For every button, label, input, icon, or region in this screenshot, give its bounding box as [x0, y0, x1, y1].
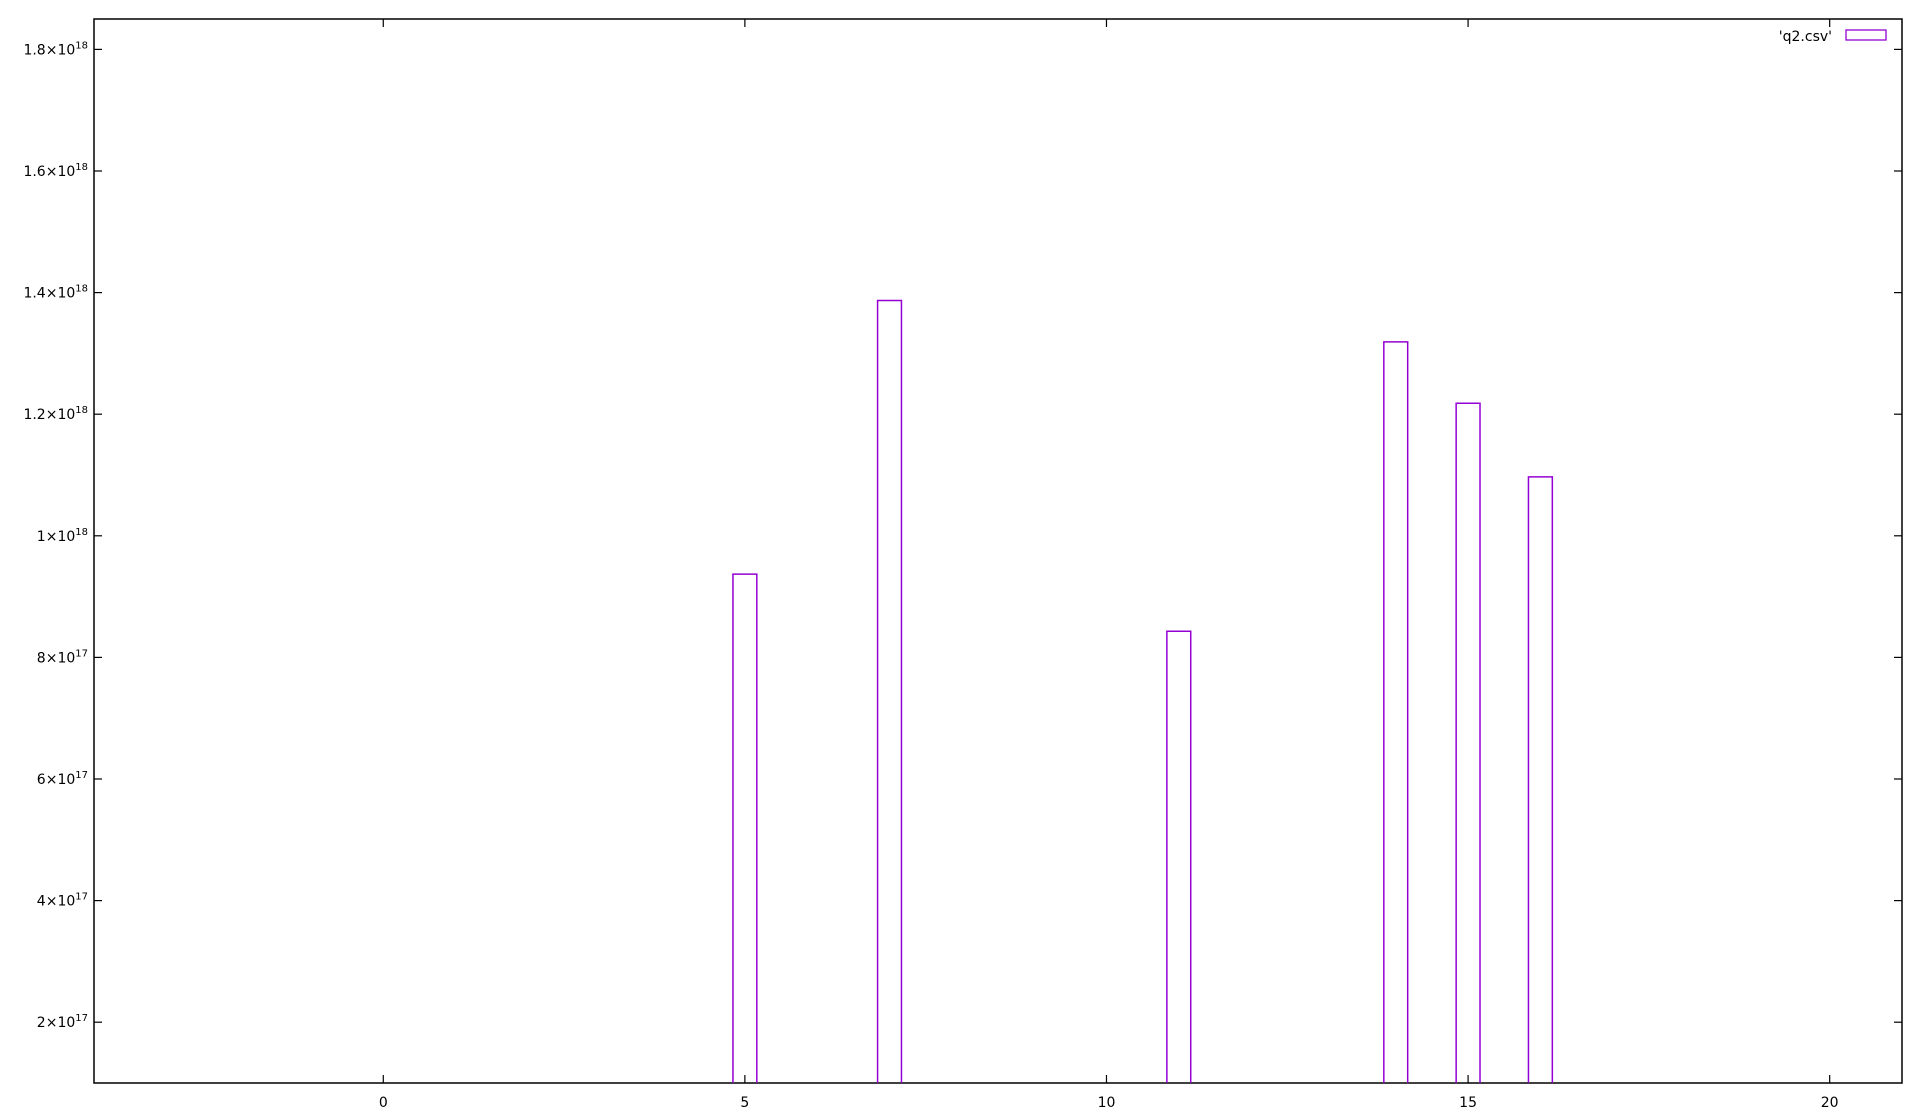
y-tick-label-6e17: 6×1017 — [37, 770, 88, 788]
y-tick-mantissa: 2 — [37, 1015, 46, 1031]
y-tick-label-1.6e18: 1.6×1018 — [23, 162, 88, 180]
y-tick-mantissa: 1.8 — [23, 42, 45, 58]
bar-x-11 — [1166, 630, 1192, 1083]
y-tick-mantissa: 1.4 — [23, 286, 45, 302]
y-tick-mantissa: 8 — [37, 650, 46, 666]
y-tick-exponent: 18 — [75, 527, 88, 538]
y-tick-exponent: 17 — [75, 770, 88, 781]
x-tick-label-15: 15 — [1459, 1095, 1477, 1111]
y-tick-label-4e17: 4×1017 — [37, 892, 88, 910]
legend: 'q2.csv' — [1779, 29, 1887, 45]
y-tick-times-ten: ×10 — [46, 42, 76, 58]
y-tick-times-ten: ×10 — [46, 286, 76, 302]
y-tick-mantissa: 1.2 — [23, 407, 45, 423]
bar-x-7 — [876, 299, 903, 1083]
y-tick-exponent: 17 — [75, 1013, 88, 1024]
legend-entry-label: 'q2.csv' — [1779, 29, 1832, 45]
x-tick-label-10: 10 — [1098, 1095, 1116, 1111]
plot-frame — [93, 18, 1903, 1084]
y-tick-exponent: 18 — [75, 40, 88, 51]
legend-swatch — [1845, 29, 1887, 41]
y-tick-exponent: 18 — [75, 162, 88, 173]
y-tick-exponent: 18 — [75, 405, 88, 416]
y-tick-exponent: 17 — [75, 892, 88, 903]
x-tick-label-0: 0 — [379, 1095, 388, 1111]
y-tick-label-1.2e18: 1.2×1018 — [23, 405, 88, 423]
bar-x-5 — [732, 573, 758, 1083]
y-tick-times-ten: ×10 — [46, 894, 76, 910]
y-tick-label-1.8e18: 1.8×1018 — [23, 40, 88, 58]
bar-series — [732, 299, 1554, 1083]
y-tick-label-1.4e18: 1.4×1018 — [23, 284, 88, 302]
y-tick-exponent: 18 — [75, 284, 88, 295]
y-tick-mantissa: 4 — [37, 894, 46, 910]
x-axis-ticks: 0 5 10 15 20 — [379, 19, 1839, 1111]
y-tick-times-ten: ×10 — [46, 529, 76, 545]
bar-x-14 — [1383, 341, 1409, 1083]
y-tick-mantissa: 1.6 — [23, 164, 45, 180]
y-axis-ticks: 2×10174×10176×10178×10171×10181.2×10181.… — [23, 40, 1902, 1031]
y-tick-times-ten: ×10 — [46, 650, 76, 666]
y-tick-label-1e18: 1×1018 — [37, 527, 88, 545]
x-tick-label-5: 5 — [740, 1095, 749, 1111]
y-tick-label-8e17: 8×1017 — [37, 648, 88, 666]
y-tick-label-2e17: 2×1017 — [37, 1013, 88, 1031]
y-tick-exponent: 17 — [75, 648, 88, 659]
bar-x-16 — [1527, 476, 1554, 1083]
y-tick-times-ten: ×10 — [46, 772, 76, 788]
y-tick-mantissa: 6 — [37, 772, 46, 788]
y-tick-times-ten: ×10 — [46, 164, 76, 180]
y-tick-mantissa: 1 — [37, 529, 46, 545]
y-tick-times-ten: ×10 — [46, 1015, 76, 1031]
bar-x-15 — [1455, 402, 1481, 1083]
x-tick-label-20: 20 — [1821, 1095, 1839, 1111]
y-tick-times-ten: ×10 — [46, 407, 76, 423]
